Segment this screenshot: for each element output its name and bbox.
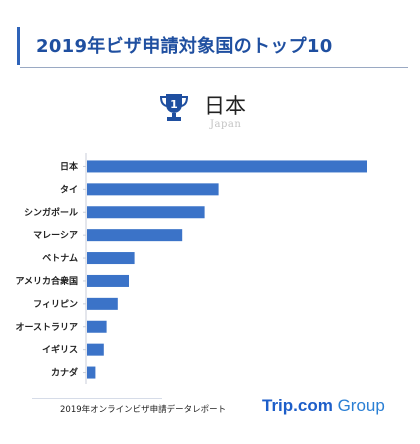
top-country-name: 日本: [204, 94, 246, 118]
category-label: イギリス: [42, 344, 78, 356]
bar: [87, 229, 183, 242]
category-label: フィリピン: [33, 298, 78, 310]
category-label: アメリカ合衆国: [15, 275, 78, 287]
category-label: カナダ: [51, 367, 78, 379]
bar: [87, 274, 129, 287]
category-label: 日本: [60, 160, 79, 172]
logo-group: Group: [332, 396, 385, 415]
bar: [87, 320, 107, 333]
category-label: ベトナム: [42, 253, 78, 264]
category-label: マレーシア: [33, 230, 78, 241]
bar: [87, 183, 219, 196]
footer-source-note: 2019年オンラインビザ申請データレポート: [60, 405, 227, 415]
page-title: 2019年ビザ申請対象国のトップ10: [36, 36, 333, 57]
bar: [87, 160, 367, 173]
category-label: オーストラリア: [15, 322, 78, 333]
logo-brand: Trip.com: [262, 396, 333, 415]
top-country-name-en: Japan: [210, 119, 242, 130]
bar: [87, 297, 118, 310]
category-label: シンガポール: [24, 206, 78, 218]
header-accent-bar: [17, 27, 20, 65]
bar: [87, 343, 104, 356]
bar: [87, 366, 96, 379]
header-divider: [20, 67, 408, 68]
trophy-icon: 1: [160, 94, 188, 121]
footer-divider: [32, 398, 162, 399]
top-country-badge: 1 日本 Japan: [160, 92, 270, 132]
category-label: タイ: [60, 183, 78, 195]
tripcom-group-logo: Trip.com Group: [262, 396, 385, 416]
bar: [87, 252, 135, 265]
rank-number: 1: [170, 98, 178, 111]
bar: [87, 206, 205, 219]
